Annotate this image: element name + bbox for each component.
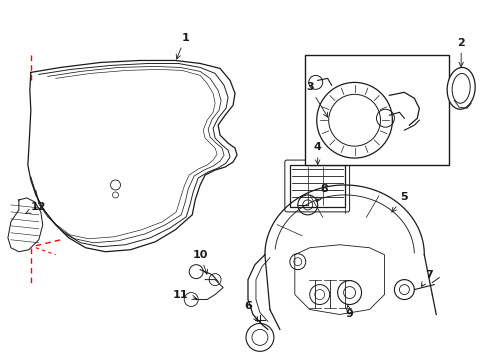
Text: 7: 7 [421, 270, 432, 287]
Text: 6: 6 [244, 301, 257, 321]
Text: 8: 8 [316, 184, 328, 202]
Bar [289, 165, 344, 207]
Text: 3: 3 [305, 82, 327, 117]
Text: 2: 2 [456, 37, 464, 67]
Text: 5: 5 [391, 192, 407, 212]
Text: 12: 12 [26, 202, 46, 213]
Text: 1: 1 [176, 32, 189, 59]
Bar [304, 55, 448, 165]
Text: 9: 9 [345, 305, 353, 319]
Ellipse shape [446, 67, 474, 109]
Text: 11: 11 [172, 289, 196, 300]
Text: 10: 10 [192, 250, 207, 274]
Text: 4: 4 [313, 142, 321, 164]
